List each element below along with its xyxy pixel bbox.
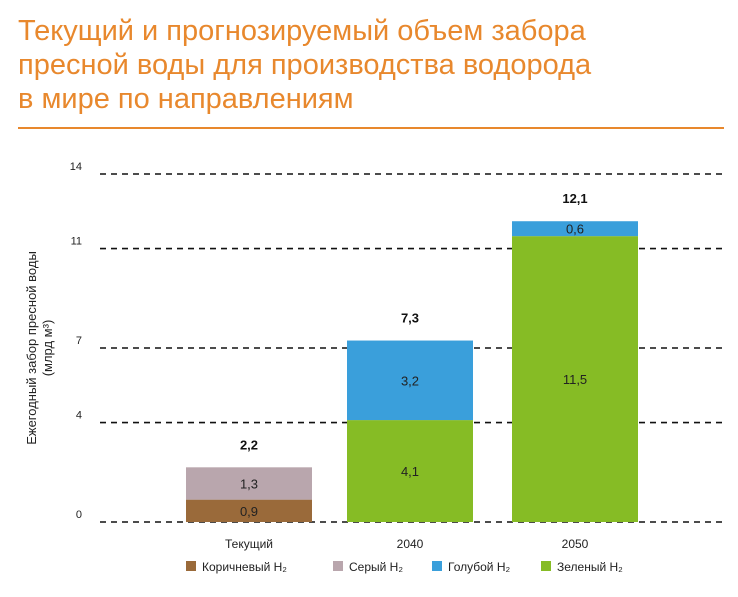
y-axis-label-line: Ежегодный забор пресной воды [24, 251, 39, 445]
bar-segment-label: 0,6 [566, 222, 584, 237]
chart-title-line-1: Текущий и прогнозируемый объем забора [18, 15, 586, 47]
bar-total-label: 12,1 [562, 191, 587, 206]
bar-segment-label: 0,9 [240, 504, 258, 519]
y-axis-label-line: (млрд м³) [40, 320, 55, 377]
legend-label: Зеленый H₂ [557, 560, 623, 574]
legend-swatch [333, 561, 343, 571]
chart-title-line-2: пресной воды для производства водорода [18, 49, 592, 81]
bar-total-label: 2,2 [240, 437, 258, 452]
bar-segment-label: 3,2 [401, 373, 419, 388]
bar-segment-label: 11,5 [563, 372, 587, 387]
bar-segment-label: 4,1 [401, 464, 419, 479]
title-divider [18, 127, 724, 129]
x-category-label: Текущий [225, 537, 273, 551]
y-tick-label: 4 [76, 410, 82, 422]
bar-segment [512, 221, 638, 237]
x-category-label: 2050 [562, 537, 589, 551]
y-tick-label: 11 [71, 236, 82, 248]
legend-swatch [541, 561, 551, 571]
chart-title-line-3: в мире по направлениям [18, 83, 354, 115]
legend-swatch [186, 561, 196, 571]
bar-segment-label: 1,3 [240, 476, 258, 491]
bar-segment [347, 340, 473, 421]
bar-segment [347, 420, 473, 522]
y-tick-label: 7 [76, 335, 82, 347]
bar-segment [512, 236, 638, 522]
x-category-label: 2040 [397, 537, 424, 551]
y-tick-label: 0 [76, 509, 82, 521]
bar-total-label: 7,3 [401, 311, 419, 326]
legend-label: Коричневый H₂ [202, 560, 287, 574]
y-tick-label: 14 [70, 161, 82, 173]
chart-title: Текущий и прогнозируемый объем забора пр… [18, 14, 718, 116]
legend-swatch [432, 561, 442, 571]
legend-label: Голубой H₂ [448, 560, 510, 574]
bar-segment [186, 467, 312, 500]
legend-label: Серый H₂ [349, 560, 403, 574]
y-axis-label: Ежегодный забор пресной воды(млрд м³) [24, 251, 55, 445]
bar-segment [186, 499, 312, 522]
